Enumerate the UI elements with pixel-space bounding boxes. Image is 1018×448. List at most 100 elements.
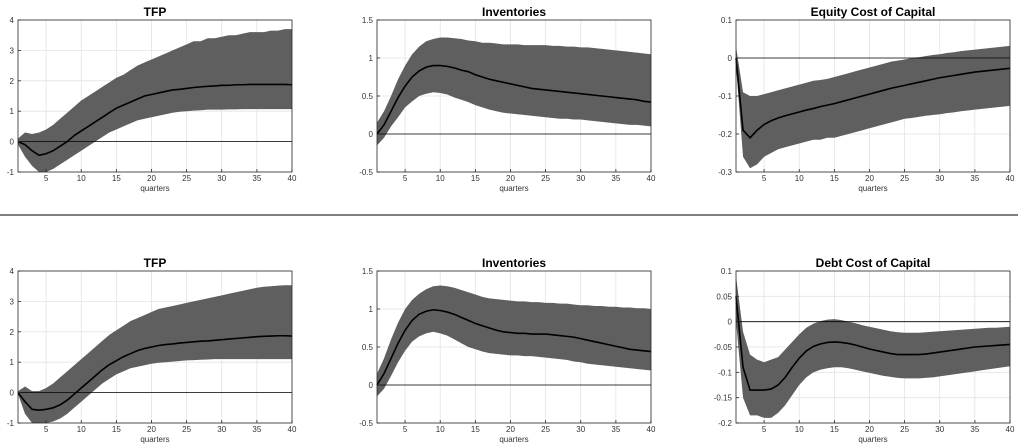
chart-title: Inventories — [482, 256, 546, 270]
y-tick-label: -0.2 — [718, 130, 732, 139]
x-tick-label: 40 — [288, 174, 297, 183]
y-tick-label: 1 — [369, 54, 374, 63]
x-axis-label: quarters — [499, 435, 528, 444]
x-tick-label: 15 — [112, 425, 121, 434]
x-tick-label: 25 — [541, 425, 550, 434]
x-tick-label: 20 — [865, 425, 874, 434]
y-tick-label: 1.5 — [362, 267, 374, 276]
y-tick-label: 2 — [10, 328, 15, 337]
y-tick-label: 0 — [369, 130, 374, 139]
y-tick-label: -1 — [7, 168, 15, 177]
x-tick-label: 15 — [471, 425, 480, 434]
x-tick-label: 35 — [611, 174, 620, 183]
x-tick-label: 25 — [900, 174, 909, 183]
x-tick-label: 40 — [647, 425, 656, 434]
x-tick-label: 35 — [970, 425, 979, 434]
x-tick-label: 30 — [217, 425, 226, 434]
x-axis-label: quarters — [858, 184, 887, 193]
y-tick-label: -0.5 — [359, 168, 373, 177]
y-tick-label: -0.5 — [359, 419, 373, 428]
y-tick-label: 1 — [10, 107, 15, 116]
x-tick-label: 35 — [611, 425, 620, 434]
x-tick-label: 30 — [576, 425, 585, 434]
x-tick-label: 30 — [935, 174, 944, 183]
y-tick-label: 0.5 — [362, 343, 374, 352]
x-tick-label: 35 — [252, 174, 261, 183]
x-tick-label: 25 — [182, 425, 191, 434]
x-tick-label: 25 — [541, 174, 550, 183]
y-tick-label: -0.1 — [718, 92, 732, 101]
x-tick-label: 30 — [935, 425, 944, 434]
y-tick-label: -0.15 — [714, 394, 733, 403]
x-tick-label: 15 — [830, 174, 839, 183]
x-tick-label: 15 — [830, 425, 839, 434]
x-tick-label: 25 — [900, 425, 909, 434]
x-tick-label: 10 — [436, 425, 445, 434]
x-tick-label: 10 — [436, 174, 445, 183]
y-tick-label: 1.5 — [362, 16, 374, 25]
y-tick-label: -0.3 — [718, 168, 732, 177]
x-axis-label: quarters — [140, 435, 169, 444]
y-tick-label: 3 — [10, 46, 15, 55]
x-tick-label: 30 — [217, 174, 226, 183]
x-tick-label: 15 — [471, 174, 480, 183]
y-tick-label: 0.1 — [721, 16, 733, 25]
chart-title: TFP — [144, 5, 167, 19]
y-tick-label: -1 — [7, 419, 15, 428]
x-tick-label: 5 — [762, 425, 767, 434]
x-tick-label: 20 — [147, 425, 156, 434]
x-tick-label: 30 — [576, 174, 585, 183]
x-tick-label: 25 — [182, 174, 191, 183]
x-tick-label: 5 — [403, 174, 408, 183]
x-tick-label: 10 — [77, 174, 86, 183]
y-tick-label: 3 — [10, 297, 15, 306]
x-tick-label: 5 — [44, 174, 49, 183]
x-axis-label: quarters — [499, 184, 528, 193]
x-tick-label: 10 — [77, 425, 86, 434]
x-tick-label: 20 — [865, 174, 874, 183]
y-tick-label: -0.1 — [718, 368, 732, 377]
y-tick-label: -0.2 — [718, 419, 732, 428]
x-tick-label: 20 — [147, 174, 156, 183]
chart-panel-4: 5 10 15 20 25 30 35 40 -1 0 1 2 3 4 TFP quarters — [7, 256, 297, 444]
chart-panel-3: 5 10 15 20 25 30 35 40 -0.3 -0.2 -0.1 0 0.1 Equity Co… — [718, 5, 1015, 193]
chart-title: Inventories — [482, 5, 546, 19]
y-tick-label: 0 — [728, 318, 733, 327]
x-tick-label: 40 — [647, 174, 656, 183]
y-tick-label: 2 — [10, 77, 15, 86]
y-tick-label: 4 — [10, 16, 15, 25]
x-tick-label: 35 — [970, 174, 979, 183]
y-tick-label: 0 — [728, 54, 733, 63]
x-tick-label: 10 — [795, 425, 804, 434]
x-tick-label: 20 — [506, 174, 515, 183]
y-tick-label: 1 — [10, 358, 15, 367]
x-tick-label: 5 — [762, 174, 767, 183]
x-tick-label: 15 — [112, 174, 121, 183]
y-tick-label: 0.5 — [362, 92, 374, 101]
x-axis-label: quarters — [858, 435, 887, 444]
chart-title: Equity Cost of Capital — [811, 5, 936, 19]
chart-panel-6: 5 10 15 20 25 30 35 40 -0.2 -0.15 -0.1 -0.05 0 0.05 0.… — [714, 256, 1015, 444]
x-tick-label: 5 — [44, 425, 49, 434]
chart-panel-1: 5 10 15 20 25 30 35 40 -1 0 1 2 3 4 TFP quarters — [7, 5, 297, 193]
chart-title: TFP — [144, 256, 167, 270]
x-axis-label: quarters — [140, 184, 169, 193]
chart-panel-5: 5 10 15 20 25 30 35 40 -0.5 0 0.5 1 1.5 Inventories qu… — [359, 256, 656, 444]
y-tick-label: 0 — [10, 389, 15, 398]
y-tick-label: 4 — [10, 267, 15, 276]
x-tick-label: 5 — [403, 425, 408, 434]
chart-panel-2: 5 10 15 20 25 30 35 40 -0.5 0 0.5 1 1.5 Inventories qu… — [359, 5, 656, 193]
x-tick-label: 35 — [252, 425, 261, 434]
x-tick-label: 20 — [506, 425, 515, 434]
y-tick-label: 0 — [369, 381, 374, 390]
y-tick-label: 0.1 — [721, 267, 733, 276]
y-tick-label: -0.05 — [714, 343, 733, 352]
y-tick-label: 0 — [10, 138, 15, 147]
y-tick-label: 0.05 — [716, 292, 732, 301]
chart-title: Debt Cost of Capital — [816, 256, 931, 270]
x-tick-label: 40 — [1006, 174, 1015, 183]
x-tick-label: 40 — [1006, 425, 1015, 434]
x-tick-label: 40 — [288, 425, 297, 434]
x-tick-label: 10 — [795, 174, 804, 183]
